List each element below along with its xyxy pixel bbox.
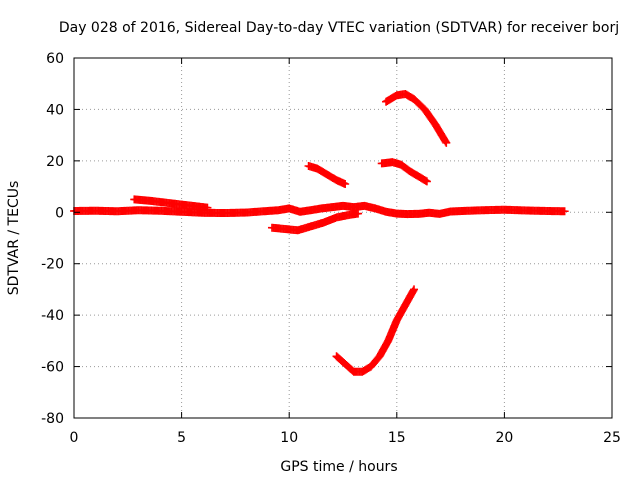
y-tick-label: 40 (46, 102, 64, 118)
data-points (70, 90, 569, 376)
series-arc-high (382, 90, 451, 147)
y-tick-label: 0 (55, 205, 64, 221)
y-axis-label: SDTVAR / TECUs (6, 181, 22, 296)
data-point (560, 207, 569, 216)
series-arc-neg-mid (267, 209, 363, 235)
series-arc-19 (377, 158, 431, 186)
y-tick-label: -60 (41, 360, 64, 376)
data-point (410, 285, 419, 294)
chart-title: Day 028 of 2016, Sidereal Day-to-day VTE… (59, 20, 619, 36)
y-tick-label: 60 (46, 51, 64, 67)
x-tick-label: 5 (177, 430, 186, 446)
x-tick-label: 25 (603, 430, 621, 446)
data-point (203, 203, 212, 212)
x-tick-label: 10 (280, 430, 298, 446)
data-point (442, 138, 451, 147)
y-tick-label: 20 (46, 154, 64, 170)
series-arc-low (332, 285, 419, 376)
axis-ticks: 0 5 10 15 20 25 -80 -60 -40 -20 0 20 40 60 (41, 51, 621, 446)
y-tick-label: -20 (41, 257, 64, 273)
y-tick-label: -40 (41, 308, 64, 324)
x-tick-label: 0 (70, 430, 79, 446)
plot-frame (73, 57, 613, 419)
data-point (422, 177, 431, 186)
x-tick-label: 15 (388, 430, 406, 446)
series-arc-18 (304, 162, 350, 188)
x-tick-label: 20 (495, 430, 513, 446)
series-arc-baseline (70, 201, 569, 219)
y-tick-label: -80 (41, 411, 64, 427)
series-arc-early (130, 195, 212, 212)
data-point (354, 209, 363, 218)
x-axis-label: GPS time / hours (280, 459, 397, 475)
data-point (341, 180, 350, 188)
